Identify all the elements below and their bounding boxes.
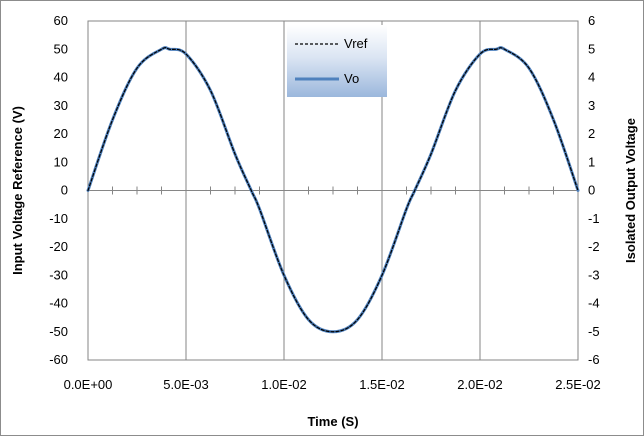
y2-tick-label: 6 <box>588 13 595 28</box>
y-tick-label: 20 <box>54 126 68 141</box>
legend-label-vref: Vref <box>344 36 368 51</box>
zero-axis <box>87 186 579 195</box>
y-tick-label: 10 <box>54 154 68 169</box>
right-y-axis-title: Isolated Output Voltage <box>623 118 638 263</box>
legend: Vref Vo <box>287 25 387 97</box>
legend-label-vo: Vo <box>344 71 359 86</box>
y2-tick-label: -4 <box>588 296 600 311</box>
y2-tick-label: 4 <box>588 70 595 85</box>
y-tick-label: 60 <box>54 13 68 28</box>
y-tick-label: -50 <box>49 324 68 339</box>
legend-box <box>287 25 387 97</box>
x-tick-label: 2.5E-02 <box>555 377 601 392</box>
y-tick-label: -10 <box>49 211 68 226</box>
y2-tick-label: -1 <box>588 211 600 226</box>
y2-tick-label: 0 <box>588 183 595 198</box>
y2-tick-label: 1 <box>588 154 595 169</box>
y2-tick-label: 2 <box>588 126 595 141</box>
x-axis-title: Time (S) <box>307 414 358 429</box>
y2-tick-label: -2 <box>588 239 600 254</box>
series-layer <box>86 46 580 334</box>
x-tick-label: 5.0E-03 <box>163 377 209 392</box>
y2-tick-label: -5 <box>588 324 600 339</box>
y-tick-label: 40 <box>54 70 68 85</box>
y-tick-label: -30 <box>49 267 68 282</box>
left-y-tick-labels: 60 50 40 30 20 10 0 -10 -20 -30 -40 -50 -60 <box>49 13 68 367</box>
y-tick-label: 30 <box>54 98 68 113</box>
y-tick-label: -40 <box>49 296 68 311</box>
x-tick-label: 1.0E-02 <box>261 377 307 392</box>
y-tick-label: -20 <box>49 239 68 254</box>
left-y-axis-title: Input Voltage Reference (V) <box>10 106 25 275</box>
y2-tick-label: 3 <box>588 98 595 113</box>
y-tick-label: -60 <box>49 352 68 367</box>
series-line-vref <box>87 47 579 333</box>
y-tick-label: 50 <box>54 41 68 56</box>
y2-tick-label: -6 <box>588 352 600 367</box>
x-tick-label: 0.0E+00 <box>64 377 113 392</box>
y2-tick-label: -3 <box>588 267 600 282</box>
right-y-tick-labels: 6 5 4 3 2 1 0 -1 -2 -3 -4 -5 -6 <box>588 13 600 367</box>
y2-tick-label: 5 <box>588 41 595 56</box>
x-tick-label: 1.5E-02 <box>359 377 405 392</box>
y-tick-label: 0 <box>61 183 68 198</box>
x-tick-label: 2.0E-02 <box>457 377 503 392</box>
x-tick-labels: 0.0E+00 5.0E-03 1.0E-02 1.5E-02 2.0E-02 2.5E-… <box>64 377 601 392</box>
